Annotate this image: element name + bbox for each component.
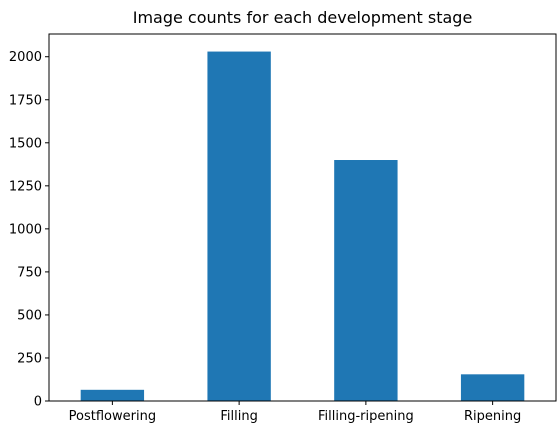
y-tick-label: 2000 bbox=[9, 50, 42, 65]
y-tick-label: 1000 bbox=[9, 222, 42, 237]
bar-postflowering bbox=[80, 389, 145, 401]
y-tick-label: 1250 bbox=[9, 179, 42, 194]
y-tick-label: 1500 bbox=[9, 136, 42, 151]
y-tick-label: 250 bbox=[17, 351, 42, 366]
x-axis-ticks: Postflowering Filling Filling-ripening Ripe… bbox=[69, 401, 521, 424]
y-axis-ticks: 0 250 500 750 1000 1250 1500 1750 2000 bbox=[9, 50, 49, 410]
bar-filling bbox=[207, 51, 271, 401]
x-tick-label: Filling-ripening bbox=[318, 409, 414, 424]
bars-group bbox=[80, 51, 525, 401]
x-tick-label: Filling bbox=[220, 409, 257, 424]
x-tick-label: Ripening bbox=[464, 409, 521, 424]
bar-filling-ripening bbox=[334, 160, 398, 401]
y-tick-label: 750 bbox=[17, 265, 42, 280]
chart-title: Image counts for each development stage bbox=[133, 8, 473, 27]
y-tick-label: 1750 bbox=[9, 93, 42, 108]
y-tick-label: 500 bbox=[17, 308, 42, 323]
y-tick-label: 0 bbox=[34, 395, 42, 410]
bar-ripening bbox=[460, 374, 525, 401]
x-tick-label: Postflowering bbox=[69, 409, 156, 424]
plot-frame bbox=[48, 33, 557, 402]
